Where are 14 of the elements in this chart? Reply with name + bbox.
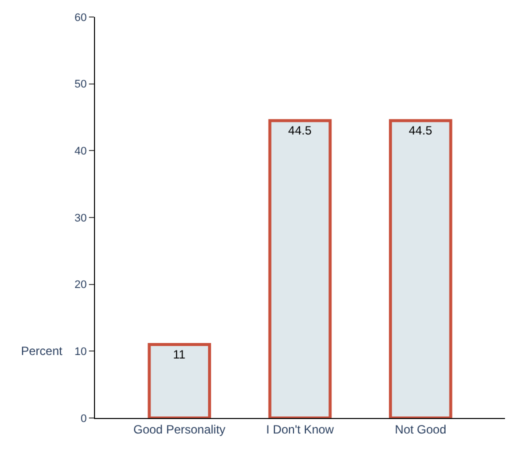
y-tick-label: 40 (74, 146, 87, 158)
y-tick-label: 60 (74, 12, 87, 24)
y-axis-title: Percent (21, 344, 64, 358)
x-tick-label: Good Personality (133, 422, 226, 436)
y-tick-label: 0 (80, 412, 87, 425)
data-label: 44.5 (408, 124, 432, 138)
data-label: 44.5 (288, 124, 312, 138)
y-tick-label: 30 (74, 212, 87, 224)
x-tick-label: I Don't Know (266, 422, 334, 436)
x-tick-label: Not Good (394, 422, 446, 436)
y-tick-label: 20 (74, 279, 87, 292)
y-tick-label: 50 (74, 78, 87, 91)
data-label: 11 (173, 347, 186, 362)
y-tick-label: 10 (74, 346, 87, 358)
